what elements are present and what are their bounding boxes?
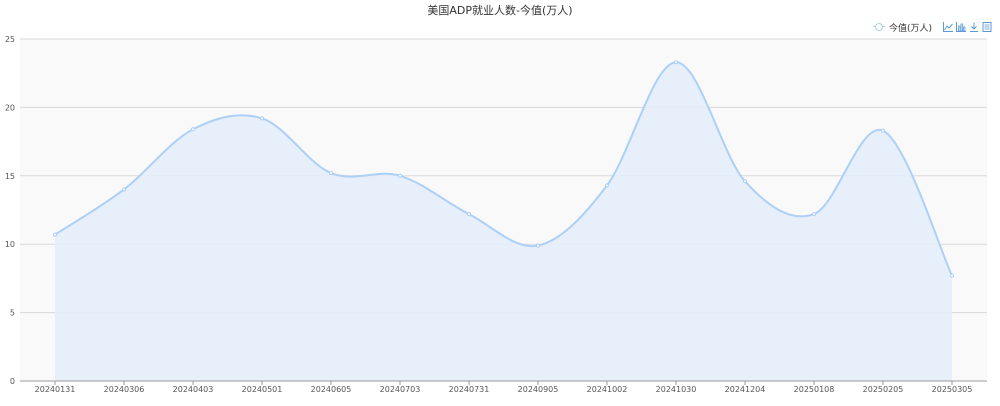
data-point: [467, 212, 471, 217]
data-point: [536, 243, 540, 248]
data-point: [53, 232, 57, 237]
data-point: [674, 60, 678, 65]
y-tick-label: 0: [10, 377, 15, 386]
x-tick-label: 20241204: [725, 385, 766, 394]
x-tick-label: 20241030: [656, 385, 697, 394]
legend: 今值(万人): [872, 20, 992, 34]
data-point: [191, 127, 195, 132]
legend-marker: [872, 23, 885, 31]
data-point: [743, 179, 747, 184]
x-tick-label: 20240605: [311, 385, 352, 394]
x-tick-label: 20250305: [932, 385, 973, 394]
y-tick-label: 15: [5, 172, 15, 181]
x-tick-label: 20241002: [587, 385, 628, 394]
y-tick-label: 20: [5, 103, 15, 112]
x-tick-label: 20250108: [794, 385, 835, 394]
x-tick-label: 20240703: [380, 385, 421, 394]
data-point: [398, 173, 402, 178]
x-tick-label: 20240905: [518, 385, 559, 394]
series-area: [55, 62, 952, 381]
bar-chart-icon[interactable]: [956, 22, 966, 32]
y-tick-label: 25: [5, 35, 15, 44]
chart-title: 美国ADP就业人数-今值(万人): [427, 4, 573, 17]
x-tick-label: 20240501: [242, 385, 283, 394]
x-tick-label: 20240306: [104, 385, 145, 394]
line-chart-icon[interactable]: [943, 22, 953, 32]
data-point: [122, 187, 126, 192]
x-tick-label: 20240131: [35, 385, 76, 394]
legend-label[interactable]: 今值(万人): [888, 23, 932, 34]
data-point: [881, 128, 885, 133]
data-point: [812, 212, 816, 217]
data-point: [950, 273, 954, 278]
y-tick-label: 5: [10, 309, 15, 318]
x-tick-label: 20240731: [449, 385, 490, 394]
data-view-icon[interactable]: [982, 22, 992, 32]
y-tick-label: 10: [5, 240, 15, 249]
download-icon[interactable]: [969, 22, 979, 32]
toolbox: [940, 22, 992, 32]
data-point: [329, 171, 333, 176]
x-tick-label: 20240403: [173, 385, 214, 394]
data-point: [605, 183, 609, 188]
x-tick-label: 20250205: [863, 385, 904, 394]
data-point: [260, 116, 264, 121]
